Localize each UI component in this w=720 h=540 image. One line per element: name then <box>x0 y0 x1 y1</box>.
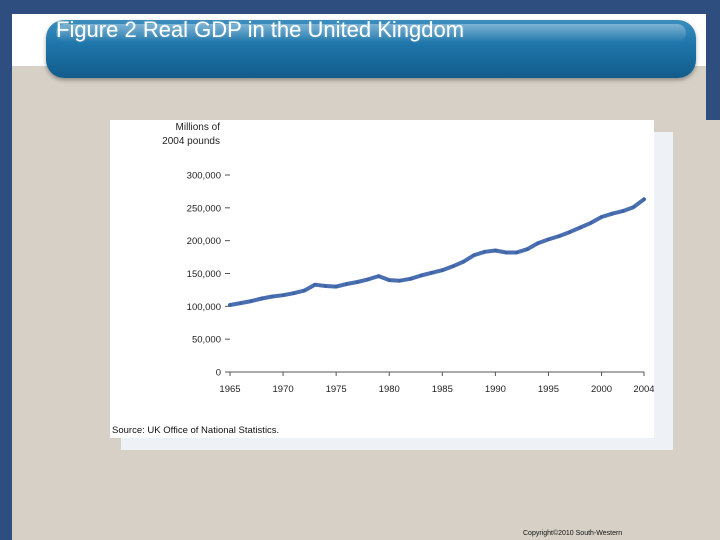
slide-title: Figure 2 Real GDP in the United Kingdom <box>56 17 465 42</box>
gdp-series-line <box>228 197 646 307</box>
gdp-data-point <box>228 303 232 307</box>
gdp-data-point <box>430 271 434 275</box>
gdp-data-point <box>270 294 275 299</box>
gdp-data-point <box>493 248 497 253</box>
gdp-data-point <box>281 293 285 297</box>
gdp-data-point <box>536 241 540 245</box>
gdp-data-point <box>483 250 487 254</box>
gdp-data-point <box>334 285 338 289</box>
gdp-data-point <box>472 253 476 257</box>
gdp-data-point <box>419 273 423 278</box>
x-tick-label: 1975 <box>326 384 347 395</box>
y-axis-label-line-1: Millions of <box>176 122 221 133</box>
x-axis-ticks: 1965 1970 1975 1980 1985 1990 1995 2000 2004 <box>219 372 654 395</box>
x-tick-label: 1980 <box>379 384 400 395</box>
y-tick-label: 50,000 <box>192 335 221 346</box>
title-bar-shine <box>56 24 686 42</box>
left-frame-bar <box>0 0 12 540</box>
y-tick-label: 150,000 <box>187 269 221 280</box>
x-tick-label: 2000 <box>591 384 612 395</box>
top-frame-bar <box>0 0 720 14</box>
gdp-data-point <box>589 221 593 225</box>
gdp-data-point <box>504 250 508 255</box>
gdp-line-chart: 0 50,000 100,000 150,000 200,000 250,000 300,0… <box>112 122 654 436</box>
gdp-data-point <box>546 237 551 241</box>
gdp-data-point <box>461 260 466 264</box>
gdp-data-point <box>239 301 243 305</box>
y-tick-label: 0 <box>216 368 221 379</box>
y-axis-ticks: 0 50,000 100,000 150,000 200,000 250,000 300,0… <box>187 171 230 379</box>
copyright-notice: Copyright©2010 South-Western <box>523 530 623 537</box>
y-axis-label-line-2: 2004 pounds <box>162 136 220 147</box>
x-tick-label: 2004 <box>633 384 654 395</box>
gdp-data-points <box>228 197 646 307</box>
gdp-data-point <box>557 234 561 238</box>
gdp-data-point <box>345 282 349 286</box>
gdp-data-point <box>408 277 413 281</box>
gdp-data-point <box>631 205 635 209</box>
y-tick-label: 300,000 <box>187 171 221 182</box>
gdp-data-point <box>292 291 296 295</box>
gdp-data-point <box>355 280 359 284</box>
gdp-data-point <box>440 268 444 272</box>
gdp-data-point <box>313 283 317 287</box>
gdp-data-point <box>525 247 529 251</box>
gdp-data-point <box>451 264 455 268</box>
y-tick-label: 100,000 <box>187 302 221 313</box>
x-tick-label: 1970 <box>273 384 294 395</box>
y-tick-label: 250,000 <box>187 203 221 214</box>
gdp-data-point <box>323 284 328 288</box>
gdp-data-point <box>515 250 519 255</box>
title-bar-decoration <box>46 20 696 78</box>
gdp-data-point <box>610 212 614 216</box>
x-tick-label: 1995 <box>538 384 559 395</box>
gdp-data-point <box>260 296 264 301</box>
gdp-data-point <box>578 225 582 230</box>
gdp-data-point <box>642 197 646 201</box>
right-frame-bar <box>706 0 720 120</box>
x-tick-label: 1965 <box>219 384 240 395</box>
gdp-data-point <box>599 215 604 219</box>
x-tick-label: 1985 <box>432 384 453 395</box>
gdp-data-point <box>387 278 391 282</box>
gdp-data-point <box>398 279 402 283</box>
gdp-data-point <box>568 230 572 234</box>
gdp-data-point <box>621 209 625 213</box>
y-tick-label: 200,000 <box>187 236 221 247</box>
source-note: Source: UK Office of National Statistics… <box>112 425 279 436</box>
gdp-data-point <box>366 277 370 282</box>
gdp-data-point <box>249 299 253 303</box>
x-tick-label: 1990 <box>485 384 506 395</box>
gdp-data-point <box>302 288 306 293</box>
gdp-data-point <box>377 274 381 278</box>
chart-figure: 0 50,000 100,000 150,000 200,000 250,000 300,0… <box>110 120 654 438</box>
